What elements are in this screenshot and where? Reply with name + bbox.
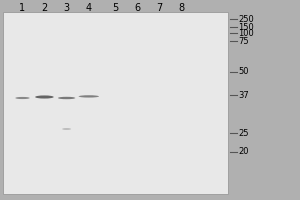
Text: 50: 50	[238, 68, 249, 76]
Text: 250: 250	[238, 15, 254, 23]
Ellipse shape	[35, 95, 54, 99]
Text: 150: 150	[238, 22, 254, 31]
Ellipse shape	[80, 96, 98, 97]
Ellipse shape	[62, 128, 71, 130]
Text: 25: 25	[238, 129, 249, 138]
Ellipse shape	[37, 96, 52, 98]
Text: 2: 2	[41, 3, 47, 13]
Text: 8: 8	[179, 3, 185, 13]
Text: 75: 75	[238, 36, 249, 46]
Text: 20: 20	[238, 148, 249, 156]
Text: 5: 5	[112, 3, 118, 13]
Text: 3: 3	[64, 3, 70, 13]
Text: 7: 7	[157, 3, 163, 13]
Ellipse shape	[58, 97, 75, 99]
Text: 4: 4	[86, 3, 92, 13]
Text: 100: 100	[238, 28, 254, 38]
Bar	[3, 12, 228, 194]
Text: 6: 6	[134, 3, 140, 13]
Ellipse shape	[79, 95, 99, 98]
Text: 1: 1	[20, 3, 26, 13]
Text: 37: 37	[238, 90, 249, 99]
Ellipse shape	[15, 97, 30, 99]
